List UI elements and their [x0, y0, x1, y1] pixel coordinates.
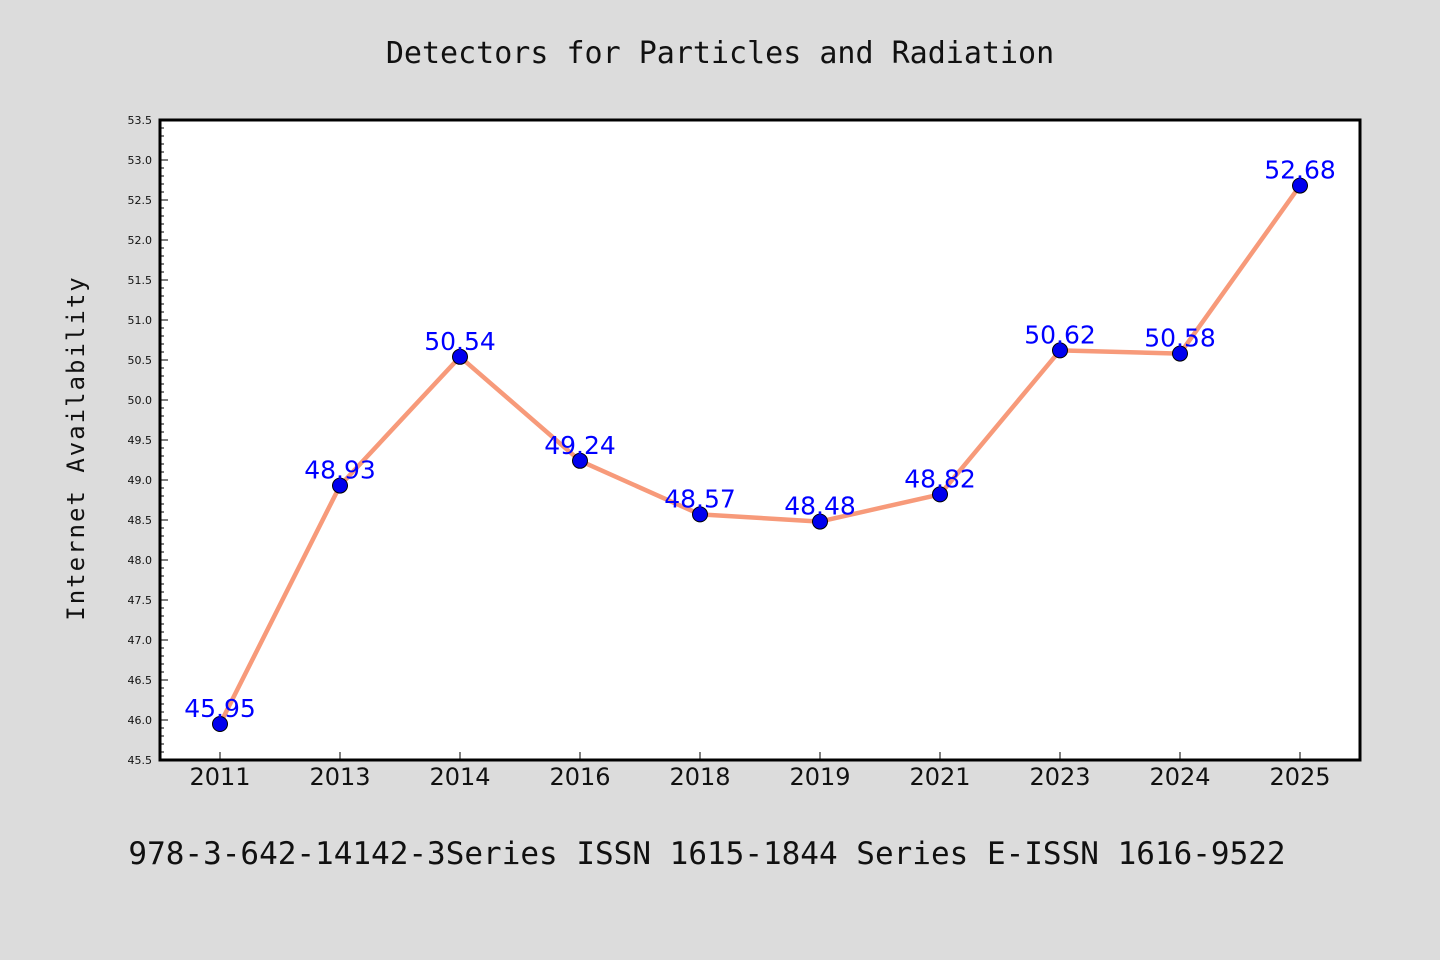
x-tick-label: 2014 [429, 763, 490, 791]
data-label: 50.58 [1144, 324, 1216, 353]
data-point [1172, 345, 1188, 362]
y-tick-label: 53.5 [128, 114, 153, 127]
footer-text: 978-3-642-14142-3Series ISSN 1615-1844 S… [128, 836, 1285, 872]
y-tick-label: 45.5 [128, 754, 153, 767]
data-point [812, 513, 828, 530]
data-point [332, 477, 348, 494]
data-point [572, 452, 588, 469]
data-point [212, 716, 228, 732]
x-tick-label: 2013 [309, 763, 370, 791]
y-tick-label: 48.5 [128, 514, 153, 527]
data-label: 48.93 [304, 456, 376, 485]
data-label: 48.48 [784, 492, 856, 521]
y-tick-label: 51.0 [128, 314, 153, 327]
x-tick-label: 2011 [189, 763, 250, 791]
x-tick-label: 2019 [789, 763, 850, 791]
y-tick-label: 46.0 [128, 714, 153, 727]
x-axis: 2011 2013 2014 2016 2018 2019 2021 2023 2024 2025 [189, 752, 1331, 791]
y-axis-label: Internet Availability [62, 275, 90, 620]
data-point [692, 506, 708, 523]
y-tick-label: 53.0 [128, 154, 153, 167]
y-tick-label: 49.5 [128, 434, 153, 447]
x-tick-label: 2018 [669, 763, 730, 791]
y-tick-label: 46.5 [128, 674, 153, 687]
data-label: 50.62 [1024, 320, 1096, 349]
y-tick-label: 50.5 [128, 354, 153, 367]
chart-title: Detectors for Particles and Radiation [386, 36, 1054, 71]
y-tick-label: 49.0 [128, 474, 153, 487]
data-label: 49.24 [544, 431, 616, 460]
y-tick-label: 50.0 [128, 394, 153, 407]
data-label: 48.82 [904, 464, 976, 493]
x-tick-label: 2016 [549, 763, 610, 791]
data-label: 52.68 [1264, 156, 1336, 185]
data-label: 48.57 [664, 484, 736, 513]
y-axis: 45.5 46.0 46.5 47.0 47.5 48.0 48.5 49.0 49.5 50.0… [128, 114, 168, 767]
x-tick-label: 2023 [1029, 763, 1090, 791]
series-layer: 45.95 48.93 50.54 49.24 48.57 48.48 48.82 50.62… [184, 156, 1336, 732]
y-tick-label: 52.0 [128, 234, 153, 247]
y-tick-label: 47.5 [128, 594, 153, 607]
data-point [452, 348, 468, 365]
y-tick-label: 51.5 [128, 274, 153, 287]
y-tick-label: 48.0 [128, 554, 153, 567]
plot-frame [158, 118, 1362, 762]
x-tick-label: 2025 [1269, 763, 1330, 791]
plot-area [160, 120, 1360, 760]
series-line [217, 184, 1302, 726]
data-label: 50.54 [424, 327, 496, 356]
y-tick-label: 52.5 [128, 194, 153, 207]
data-label: 45.95 [184, 694, 256, 723]
x-tick-label: 2021 [909, 763, 970, 791]
data-point [1052, 342, 1068, 359]
data-point [1292, 177, 1308, 194]
data-point [932, 486, 948, 503]
x-tick-label: 2024 [1149, 763, 1210, 791]
y-tick-label: 47.0 [128, 634, 153, 647]
